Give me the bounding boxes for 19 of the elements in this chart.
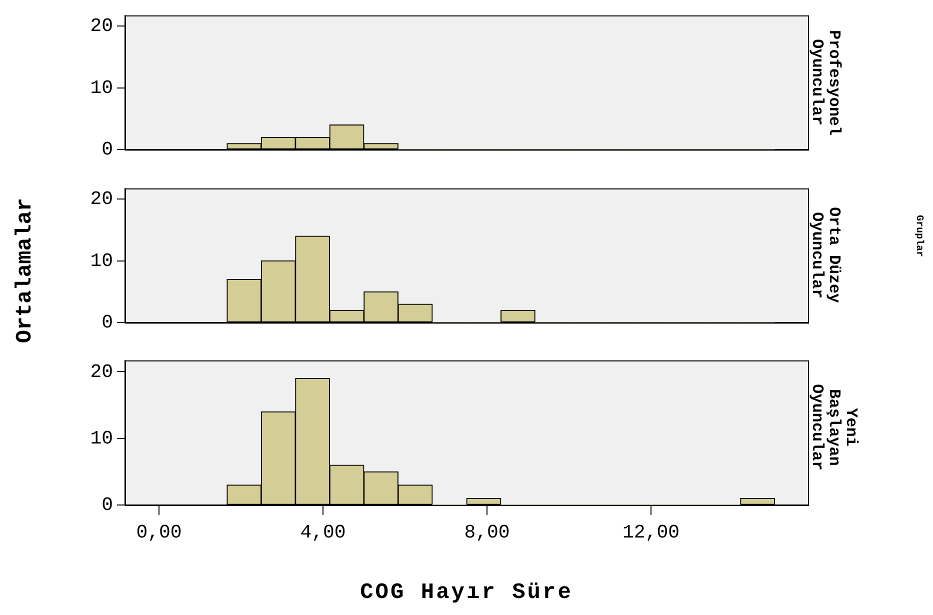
y-axis-title: Ortalamalar — [12, 196, 38, 346]
y-tick-label: 20 — [90, 360, 113, 383]
x-tick-label: 8,00 — [464, 521, 510, 544]
y-tick-label: 10 — [90, 250, 113, 272]
text: Gruplar — [913, 215, 924, 258]
y-tick-label: 0 — [102, 494, 113, 516]
y-tick-label: 0 — [102, 138, 113, 161]
text: Orta Düzey Oyuncular — [808, 206, 843, 306]
y-tick-label: 20 — [90, 188, 113, 210]
x-tick-label: 12,00 — [622, 521, 680, 544]
x-axis-title: COG Hayır Süre — [359, 580, 574, 605]
text: Yeni Başlayan Oyuncular — [808, 383, 860, 473]
x-tick-label: 4,00 — [300, 521, 346, 544]
y-tick-label: 20 — [90, 14, 113, 37]
text: Profesyonel Oyuncular — [808, 28, 843, 138]
y-tick-label: 10 — [90, 427, 113, 450]
y-tick-label: 0 — [102, 312, 113, 334]
x-tick-label: 0,00 — [136, 521, 182, 544]
y-tick-label: 10 — [90, 76, 113, 99]
